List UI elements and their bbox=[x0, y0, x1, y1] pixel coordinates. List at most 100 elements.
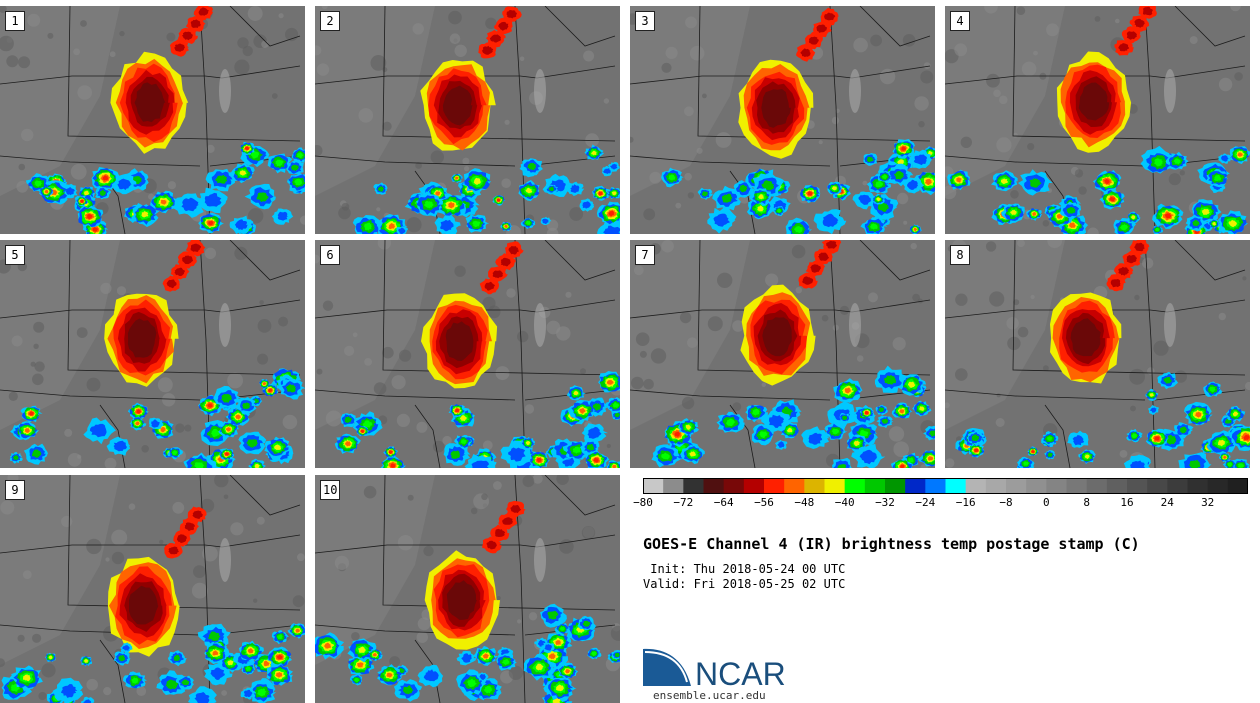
cloud-speck bbox=[257, 353, 269, 365]
cloud-speck bbox=[1147, 367, 1155, 375]
convective-cell bbox=[927, 456, 934, 461]
convective-cell bbox=[160, 199, 167, 205]
cloud-speck bbox=[27, 13, 41, 27]
convective-cell bbox=[525, 220, 531, 226]
convective-cell bbox=[859, 449, 878, 465]
convective-cell bbox=[547, 610, 559, 620]
cloud-speck bbox=[271, 93, 278, 99]
convective-cell bbox=[274, 444, 282, 450]
convective-cell bbox=[816, 24, 827, 33]
terrain-shade bbox=[0, 6, 120, 196]
colorbar-bin bbox=[683, 478, 705, 494]
convective-cell bbox=[192, 510, 204, 519]
convective-cell bbox=[591, 150, 597, 156]
cloud-speck bbox=[650, 348, 667, 364]
convective-cell bbox=[759, 431, 768, 438]
convective-cell bbox=[1047, 436, 1053, 442]
cloud-speck bbox=[1129, 368, 1145, 385]
convective-cell bbox=[220, 394, 232, 403]
cloud-speck bbox=[315, 145, 323, 157]
state-boundary bbox=[536, 65, 616, 79]
cloud-speck bbox=[702, 93, 707, 99]
cloud-speck bbox=[76, 327, 88, 338]
cloud-speck bbox=[856, 355, 864, 362]
cloud-speck bbox=[111, 529, 128, 546]
cloud-speck bbox=[315, 254, 320, 264]
cloud-speck bbox=[86, 678, 98, 691]
cloud-speck bbox=[21, 128, 34, 142]
cloud-speck bbox=[389, 656, 401, 668]
cloud-speck bbox=[832, 324, 839, 331]
convective-cell bbox=[471, 460, 490, 468]
cloud-speck bbox=[546, 219, 559, 231]
cloud-speck bbox=[67, 453, 82, 467]
cloud-speck bbox=[945, 458, 955, 468]
cloud-speck bbox=[148, 193, 155, 200]
convective-cell bbox=[244, 146, 250, 151]
convective-cell bbox=[1010, 209, 1017, 215]
convective-cell bbox=[608, 210, 615, 217]
convective-cell bbox=[165, 679, 179, 690]
cloud-speck bbox=[382, 346, 394, 359]
cloud-speck bbox=[0, 658, 5, 668]
convective-cell bbox=[1223, 455, 1227, 459]
convective-cell bbox=[612, 402, 619, 408]
convective-cell bbox=[277, 211, 289, 221]
convective-cell bbox=[184, 522, 196, 532]
cloud-speck bbox=[119, 30, 125, 37]
convective-cell bbox=[275, 672, 283, 678]
convective-cell bbox=[701, 191, 709, 197]
convective-cell bbox=[971, 434, 980, 442]
colorbar-bin bbox=[743, 478, 765, 494]
cloud-speck bbox=[364, 358, 372, 366]
convective-cell bbox=[818, 252, 830, 261]
convective-cell bbox=[198, 7, 209, 16]
cloud-speck bbox=[22, 570, 32, 579]
cloud-speck bbox=[868, 292, 878, 303]
panel-label: 5 bbox=[5, 245, 25, 265]
cloud-speck bbox=[31, 633, 42, 643]
convective-cell bbox=[257, 688, 267, 697]
convective-cell bbox=[1243, 434, 1250, 441]
convective-cell bbox=[668, 174, 676, 181]
cloud-speck bbox=[109, 51, 116, 58]
convective-cell bbox=[612, 464, 617, 468]
convective-cell bbox=[864, 410, 869, 415]
cloud-speck bbox=[1017, 240, 1025, 248]
colorbar-bin bbox=[1106, 478, 1128, 494]
convective-cell bbox=[537, 639, 546, 647]
cloud-speck bbox=[1130, 405, 1136, 412]
cloud-speck bbox=[449, 33, 461, 44]
cirrus-plume bbox=[534, 69, 546, 113]
cloud-speck bbox=[888, 426, 905, 442]
convective-cell bbox=[901, 146, 907, 151]
cloud-speck bbox=[470, 507, 478, 515]
convective-cell bbox=[832, 186, 837, 191]
cloud-speck bbox=[1043, 365, 1049, 372]
convective-cell bbox=[1047, 452, 1053, 458]
convective-cell bbox=[506, 10, 517, 19]
state-boundary bbox=[536, 534, 616, 548]
cloud-speck bbox=[522, 475, 535, 488]
cloud-speck bbox=[945, 402, 950, 409]
convective-cell bbox=[345, 441, 351, 447]
cloud-speck bbox=[1142, 257, 1154, 269]
convective-cell bbox=[897, 159, 905, 165]
convective-cell bbox=[1029, 178, 1042, 188]
cloud-speck bbox=[603, 98, 610, 104]
convective-cell bbox=[455, 408, 460, 413]
convective-cell bbox=[483, 685, 493, 694]
panel-label: 10 bbox=[320, 480, 341, 500]
cloud-speck bbox=[791, 244, 806, 259]
cloud-speck bbox=[316, 368, 323, 375]
cloud-speck bbox=[761, 382, 766, 387]
cloud-speck bbox=[687, 337, 698, 348]
cirrus-plume bbox=[534, 303, 546, 347]
convective-cell bbox=[1072, 435, 1085, 446]
cloud-speck bbox=[11, 335, 23, 347]
convective-cell bbox=[484, 281, 495, 291]
cloud-speck bbox=[200, 498, 215, 513]
state-boundary bbox=[1144, 6, 1156, 234]
colorbar-bin bbox=[1127, 478, 1148, 494]
convective-cell bbox=[190, 19, 201, 28]
